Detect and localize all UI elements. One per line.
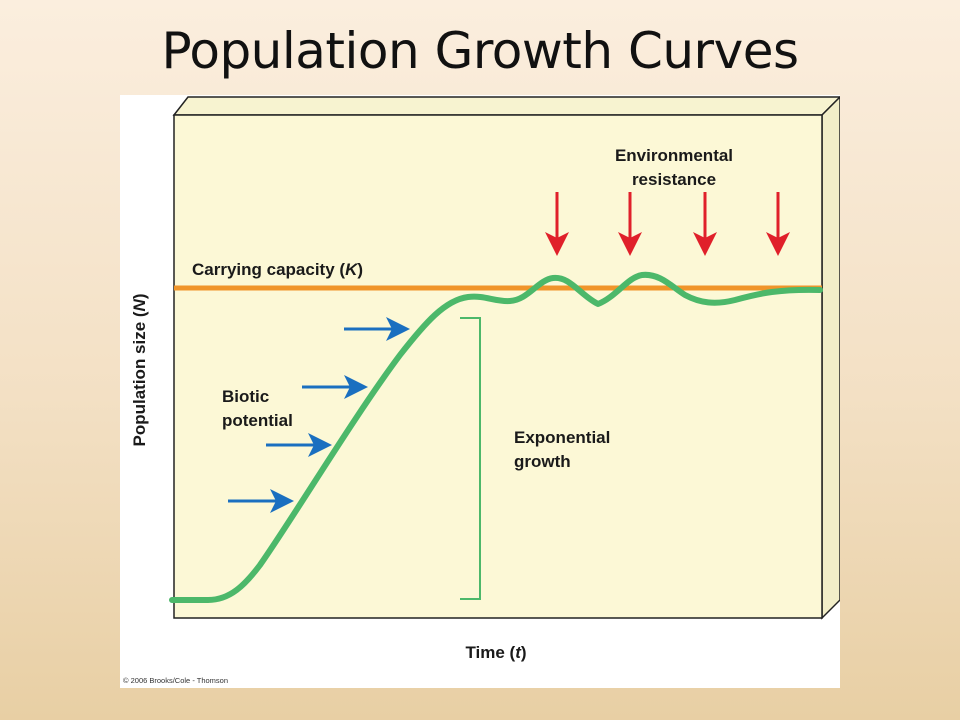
growth-curve-diagram: Environmental resistance Carrying capaci… (123, 95, 842, 685)
environmental-resistance-label: resistance (632, 170, 716, 189)
biotic-potential-label: Biotic (222, 387, 269, 406)
exponential-growth-bracket (460, 317, 481, 600)
panel-side-face (821, 95, 841, 620)
exponential-growth-label: growth (514, 452, 571, 471)
population-growth-figure: Environmental resistance Carrying capaci… (120, 95, 842, 688)
slide-title: Population Growth Curves (161, 22, 799, 80)
exponential-growth-label: Exponential (514, 428, 610, 447)
x-axis-label: Time (t) (465, 643, 526, 662)
biotic-potential-label: potential (222, 411, 293, 430)
panel-front-face (173, 114, 823, 619)
panel-top-face (172, 96, 842, 116)
copyright-notice: © 2006 Brooks/Cole - Thomson (123, 676, 228, 685)
logistic-growth-curve (169, 271, 823, 603)
environmental-resistance-label: Environmental (615, 146, 733, 165)
y-axis-label: Population size (N) (130, 293, 149, 446)
carrying-capacity-label: Carrying capacity (K) (192, 260, 363, 279)
